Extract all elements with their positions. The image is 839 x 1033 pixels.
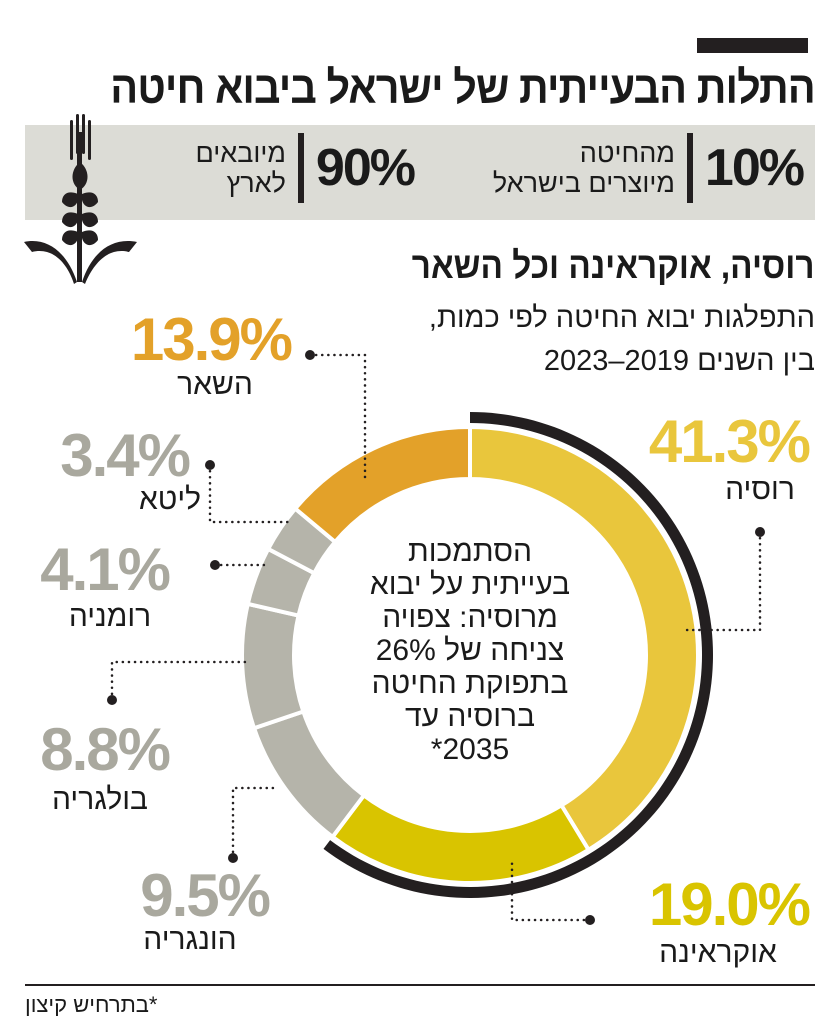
value-label: 9.5% <box>140 862 271 929</box>
leader-dot-5 <box>205 460 215 470</box>
chart-subtitle: בין השנים 2019–2023 <box>543 345 815 377</box>
stat-text: מהחיטה <box>579 138 675 168</box>
value-label: 13.9% <box>130 306 293 373</box>
chart-title: רוסיה, אוקראינה וכל השאר <box>412 245 815 286</box>
category-label: בולגריה <box>52 783 148 816</box>
category-label: אוקראינה <box>659 936 777 969</box>
donut-slice-6 <box>292 424 472 545</box>
category-label: הונגריה <box>143 923 237 956</box>
footer-divider <box>25 984 815 986</box>
leader-dot-6 <box>305 350 315 360</box>
value-label: 3.4% <box>60 422 191 489</box>
category-label: השאר <box>177 368 253 401</box>
center-text-line: צניחה של 26% <box>375 634 565 667</box>
leader-line-2 <box>231 786 277 860</box>
stat-local: 10% מהחיטה מיוצרים בישראל <box>492 133 805 203</box>
donut-slice-2 <box>251 708 367 840</box>
divider <box>297 133 304 203</box>
stats-band <box>25 125 815 220</box>
center-text-line: 2035* <box>430 733 510 766</box>
category-label: רוסיה <box>725 473 795 506</box>
value-label: 8.8% <box>40 716 171 783</box>
stat-text: מיוצרים בישראל <box>492 168 675 198</box>
stat-imported: 90% מיובאים לארץ <box>195 133 416 203</box>
leader-dot-3 <box>107 695 117 705</box>
center-text-line: הסתמכות <box>408 535 532 568</box>
stat-text: לארץ <box>226 168 286 198</box>
leader-dot-2 <box>228 853 238 863</box>
leader-line-6 <box>308 353 367 482</box>
divider <box>686 133 693 203</box>
leader-line-5 <box>208 463 292 524</box>
wheat-icon <box>24 114 137 284</box>
top-accent-bar <box>697 38 808 53</box>
stat-value: 90% <box>315 139 416 197</box>
category-label: ליטא <box>138 483 202 516</box>
donut-slice-3 <box>240 601 306 731</box>
center-annotation: הסתמכות בעייתית על יבוא מרוסיה: צפויה צניחה… <box>350 535 590 766</box>
leader-dot-0 <box>755 527 765 537</box>
value-label: 41.3% <box>648 408 811 475</box>
leader-dot-4 <box>210 560 220 570</box>
leader-line-3 <box>110 660 250 702</box>
category-label: רומניה <box>68 600 152 633</box>
stat-value: 10% <box>704 139 805 197</box>
stat-text: מיובאים <box>195 138 286 168</box>
center-text-line: בתפוקת החיטה <box>371 667 569 700</box>
donut-slice-0 <box>468 424 700 853</box>
center-text-line: מרוסיה: צפויה <box>382 601 558 634</box>
value-label: 19.0% <box>648 871 811 938</box>
center-text-line: ברוסיה עד <box>404 700 536 733</box>
leader-dot-1 <box>585 915 595 925</box>
center-text-line: בעייתית על יבוא <box>369 568 571 601</box>
value-label: 4.1% <box>40 536 171 603</box>
chart-subtitle: התפלגות יבוא החיטה לפי כמות, <box>428 302 815 334</box>
page-title: התלות הבעייתית של ישראל ביבוא חיטה <box>110 62 816 113</box>
footnote: *בתרחיש קיצון <box>25 992 158 1017</box>
leader-line-0 <box>683 530 762 632</box>
